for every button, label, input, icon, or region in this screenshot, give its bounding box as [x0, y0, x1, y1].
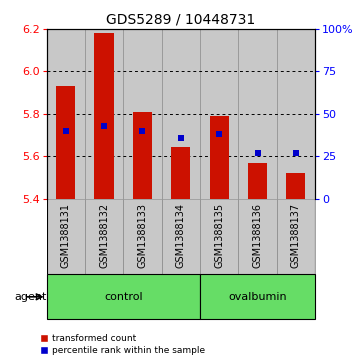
Point	[101, 123, 107, 129]
Bar	[85, 29, 123, 199]
Title: GDS5289 / 10448731: GDS5289 / 10448731	[106, 12, 255, 26]
Text: GSM1388132: GSM1388132	[99, 203, 109, 268]
Bar	[200, 29, 238, 199]
Bar	[209, 116, 229, 199]
Bar	[47, 199, 85, 274]
Bar	[85, 199, 123, 274]
Point	[255, 150, 260, 156]
Point	[140, 128, 145, 134]
Bar	[200, 274, 315, 319]
Text: agent: agent	[14, 292, 47, 302]
Text: GSM1388135: GSM1388135	[214, 203, 224, 268]
Bar	[277, 29, 315, 199]
Point	[216, 131, 222, 137]
Bar	[277, 199, 315, 274]
Bar	[47, 29, 85, 199]
Text: GSM1388136: GSM1388136	[252, 203, 262, 268]
Point	[293, 150, 299, 156]
Point	[63, 128, 69, 134]
Text: control: control	[104, 292, 142, 302]
Bar	[95, 33, 114, 199]
Bar	[238, 29, 277, 199]
Text: GSM1388134: GSM1388134	[176, 203, 186, 268]
Bar	[286, 173, 305, 199]
Bar	[47, 274, 200, 319]
Bar	[200, 199, 238, 274]
Text: GSM1388131: GSM1388131	[61, 203, 71, 268]
Point	[178, 135, 184, 140]
Bar	[56, 86, 75, 199]
Bar	[248, 163, 267, 199]
Text: GSM1388133: GSM1388133	[137, 203, 147, 268]
Text: ovalbumin: ovalbumin	[228, 292, 287, 302]
Bar	[238, 199, 277, 274]
Legend: transformed count, percentile rank within the sample: transformed count, percentile rank withi…	[37, 331, 209, 359]
Bar	[133, 112, 152, 199]
Bar	[123, 29, 161, 199]
Text: GSM1388137: GSM1388137	[291, 203, 301, 268]
Bar	[123, 199, 161, 274]
Bar	[171, 147, 190, 199]
Bar	[161, 29, 200, 199]
Bar	[161, 199, 200, 274]
